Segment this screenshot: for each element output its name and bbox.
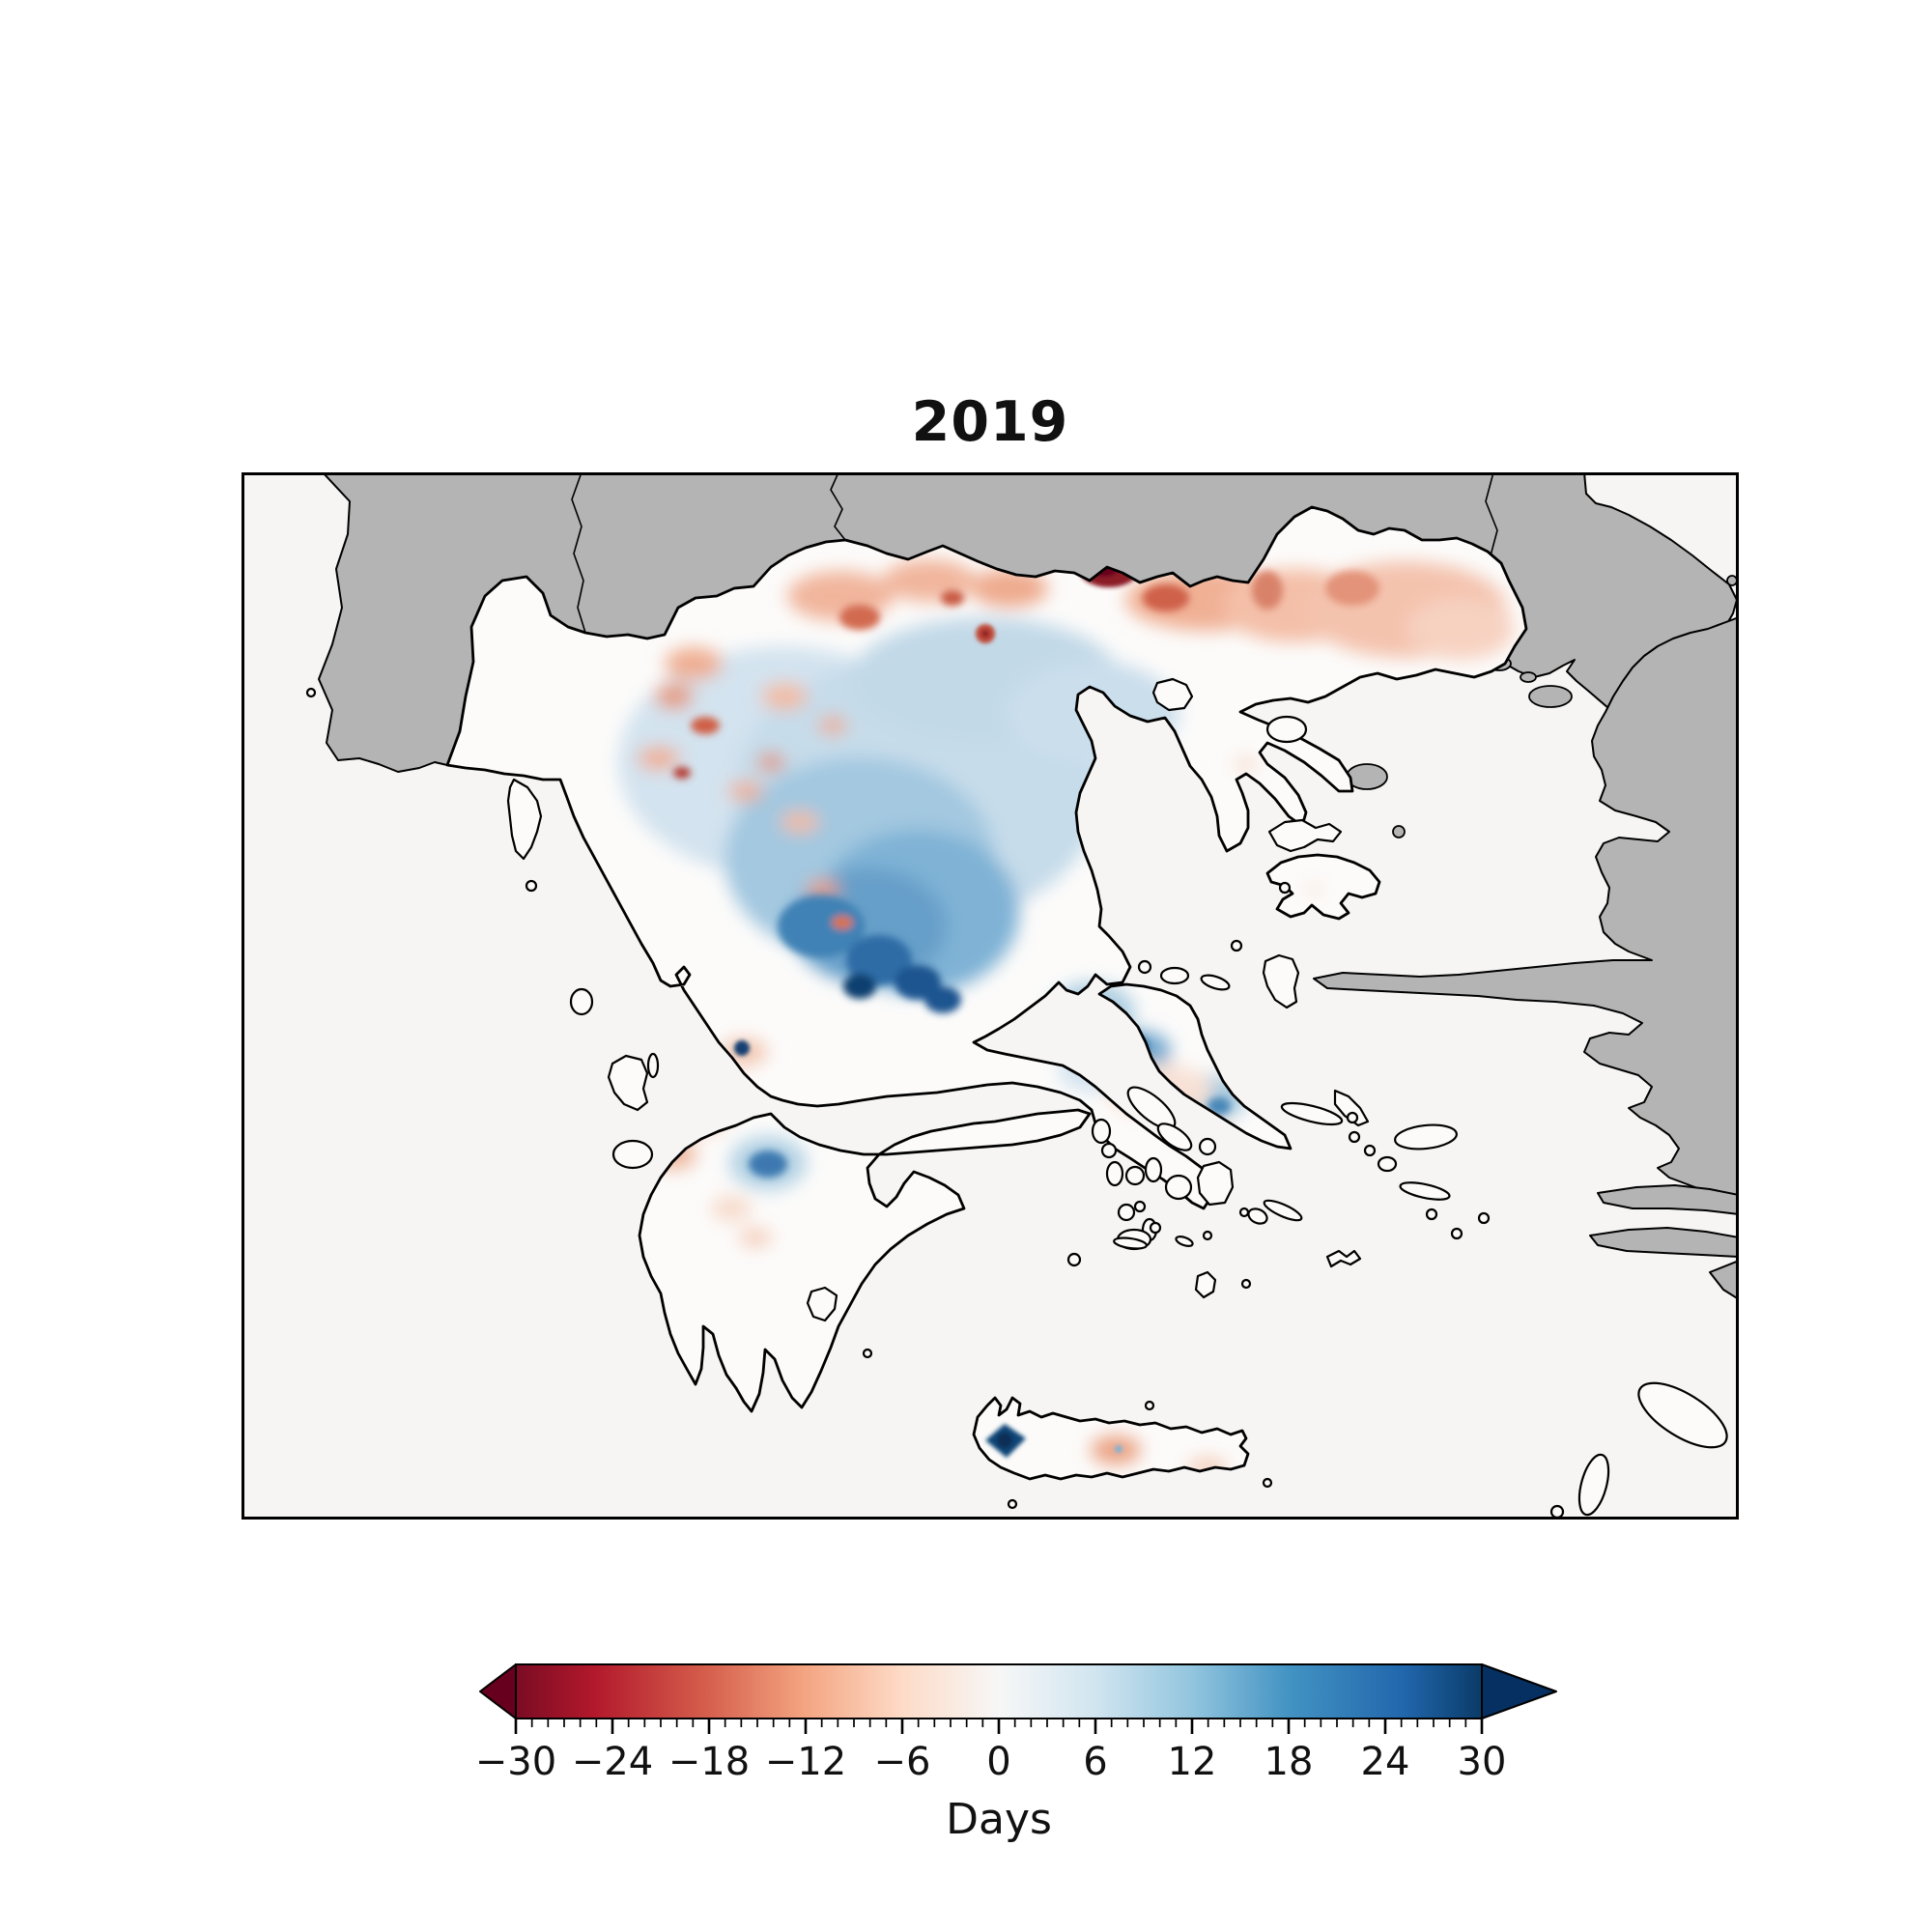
- poros-island: [1133, 1200, 1147, 1213]
- colorbar-tick-labels: −30 −24 −18 −12 −6 0 6 12 18 24 30: [475, 1740, 1507, 1784]
- paxos-island: [525, 879, 538, 893]
- rhodes-island: [1637, 1381, 1728, 1449]
- greece-anomaly-map: [242, 471, 1740, 1520]
- colorbar-tick-label: −6: [874, 1740, 931, 1784]
- santorini-island: [1194, 1270, 1217, 1299]
- tilos-island: [1450, 1227, 1463, 1240]
- antikythera-island: [862, 1348, 873, 1359]
- anomaly-field: [618, 554, 1514, 1478]
- colorbar: −30 −24 −18 −12 −6 0 6 12 18 24 30 Days: [475, 1663, 1557, 1844]
- bosphorus-islet: [1726, 575, 1738, 586]
- gavdos-islet: [1007, 1498, 1018, 1510]
- samos-island: [1394, 1123, 1458, 1151]
- kapidag-peninsula: [1528, 685, 1573, 708]
- paros-island: [1164, 1174, 1193, 1201]
- colorbar-tick-label: 0: [986, 1740, 1010, 1784]
- crete-east-islet: [1262, 1477, 1273, 1489]
- syros-island: [1144, 1156, 1163, 1183]
- corfu-island: [506, 778, 543, 861]
- kythira-island: [806, 1286, 838, 1322]
- map-frame: [242, 472, 1739, 1520]
- colorbar-tick-label: −30: [475, 1740, 556, 1784]
- bozcaada-island: [1392, 825, 1406, 838]
- colorbar-tick-label: 24: [1361, 1740, 1410, 1784]
- colorbar-left-arrow: [479, 1663, 517, 1719]
- kalymnos-island: [1377, 1155, 1398, 1173]
- psara-island: [1230, 939, 1243, 952]
- sikinos-island: [1202, 1230, 1213, 1241]
- colorbar-tick-label: −12: [765, 1740, 846, 1784]
- astypalaia-island: [1325, 1249, 1362, 1268]
- ithaki-island: [646, 1052, 660, 1079]
- dia-islet: [1144, 1400, 1155, 1411]
- salamis-island: [1100, 1142, 1118, 1159]
- colorbar-tick-label: −24: [572, 1740, 653, 1784]
- colorbar-ticks: [514, 1719, 1484, 1734]
- samothraki-island: [1265, 715, 1308, 744]
- zakynthos-island: [611, 1139, 654, 1170]
- nmacedonia-bulgaria-border: [830, 471, 846, 541]
- anatolia-land: [1313, 616, 1740, 1202]
- chios-island: [1262, 953, 1300, 1009]
- leros-island: [1363, 1144, 1377, 1157]
- nisyros-island: [1425, 1208, 1438, 1221]
- colorbar-panel: −30 −24 −18 −12 −6 0 6 12 18 24 30 Days: [439, 1642, 1598, 1864]
- karpathos-island: [1577, 1453, 1610, 1517]
- skiathos-island: [1137, 959, 1152, 975]
- folegandros-island: [1175, 1236, 1194, 1247]
- naxos-islet-1: [1238, 1207, 1250, 1218]
- limnos-island: [1267, 818, 1343, 853]
- colorbar-gradient-bar: [515, 1663, 1483, 1719]
- hydra-island: [1113, 1236, 1148, 1250]
- tinos-island: [1156, 1122, 1193, 1151]
- amorgos-island: [1263, 1199, 1303, 1222]
- turkish-islands: [1346, 575, 1738, 838]
- colorbar-tick-label: 30: [1458, 1740, 1507, 1784]
- symi-island: [1477, 1211, 1491, 1225]
- thasos-island: [1151, 677, 1194, 712]
- colorbar-right-arrow: [1481, 1663, 1557, 1719]
- kimolos-island: [1149, 1221, 1162, 1235]
- colorbar-tick-label: −18: [668, 1740, 750, 1784]
- kea-island: [1091, 1118, 1112, 1145]
- albania-nmacedonia-border: [571, 471, 586, 634]
- colorbar-axis-label: Days: [946, 1795, 1052, 1844]
- skyros-island: [1333, 1089, 1370, 1127]
- greek-islands: [305, 677, 1728, 1520]
- colorbar-tick-label: 6: [1083, 1740, 1107, 1784]
- marmara-islet: [1520, 671, 1537, 683]
- page-title: 2019: [911, 390, 1069, 454]
- anafi-island: [1240, 1278, 1252, 1290]
- patmos-island: [1348, 1130, 1361, 1144]
- serifos-island: [1117, 1203, 1136, 1222]
- ios-island: [1247, 1208, 1268, 1225]
- fourni-island: [1346, 1111, 1359, 1124]
- spetses-island: [1066, 1252, 1082, 1267]
- alonnisos-island: [1200, 974, 1231, 991]
- ikaria-island: [1280, 1101, 1344, 1126]
- agios-efstratios-island: [1278, 881, 1292, 895]
- kythnos-island: [1105, 1160, 1124, 1187]
- non-greek-land: [318, 471, 1740, 1300]
- map-panel: [242, 471, 1740, 1520]
- kasos-island: [1549, 1504, 1565, 1520]
- colorbar-tick-label: 12: [1168, 1740, 1217, 1784]
- colorbar-tick-label: 18: [1264, 1740, 1314, 1784]
- naxos-island: [1196, 1160, 1235, 1207]
- mykonos-island: [1198, 1137, 1217, 1156]
- sazan-islet: [305, 687, 317, 698]
- kos-island: [1399, 1181, 1451, 1201]
- kefalonia-island: [607, 1054, 649, 1112]
- skopelos-island: [1159, 966, 1190, 985]
- lefkada-island: [569, 987, 594, 1016]
- aegina-island: [1124, 1165, 1146, 1186]
